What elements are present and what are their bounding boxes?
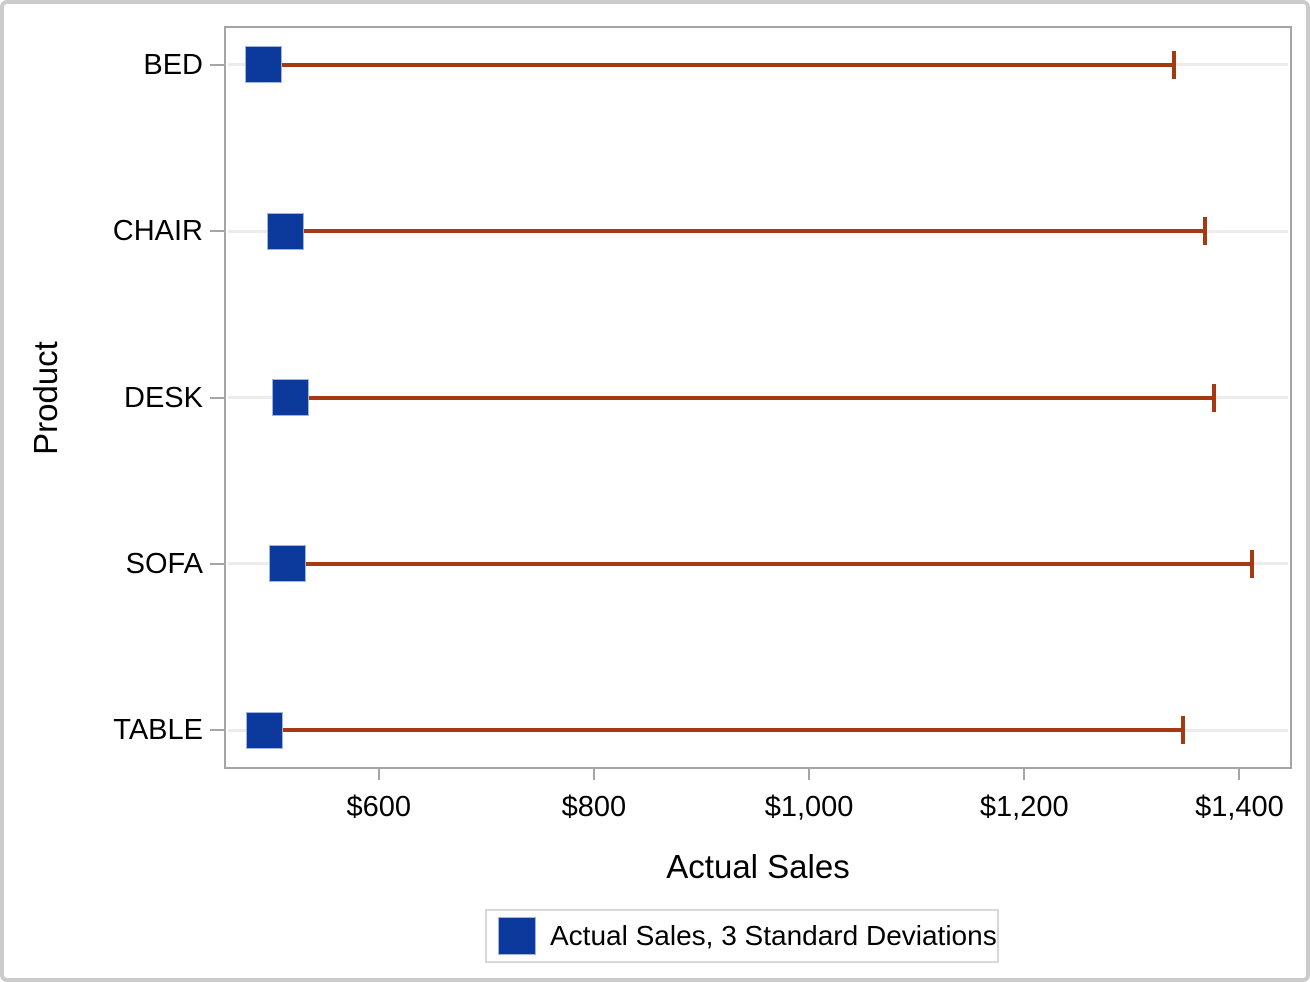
y-axis-tick-desk (210, 396, 226, 399)
y-axis-label-sofa: SOFA (125, 547, 203, 580)
data-point-marker-chair (266, 212, 304, 250)
y-axis-label-table: TABLE (113, 714, 203, 747)
x-axis-tick-1200 (1023, 767, 1026, 780)
error-bar-desk (290, 395, 1214, 400)
error-bar-table (264, 728, 1184, 733)
chart-canvas: Product Actual Sales Actual Sales, 3 Sta… (4, 4, 1306, 978)
data-point-marker-bed (245, 46, 283, 84)
y-axis-tick-table (210, 729, 226, 732)
error-bar-sofa (287, 561, 1253, 566)
x-axis-tick-label-1000: $1,000 (764, 791, 854, 823)
x-axis-tick-label-1400: $1,400 (1195, 791, 1284, 823)
legend-label: Actual Sales, 3 Standard Deviations (550, 920, 997, 951)
x-axis-tick-600 (377, 767, 380, 780)
error-bar-bed (263, 62, 1174, 67)
data-point-marker-table (246, 711, 284, 749)
error-bar-cap-desk (1211, 383, 1216, 412)
x-axis-tick-label-1200: $1,200 (979, 791, 1069, 823)
error-bar-cap-table (1181, 716, 1186, 745)
error-bar-cap-chair (1203, 217, 1207, 246)
x-axis-tick-800 (592, 767, 595, 780)
legend-marker-swatch-icon (498, 917, 536, 955)
legend: Actual Sales, 3 Standard Deviations (485, 909, 999, 963)
x-axis-tick-1000 (808, 767, 811, 780)
error-bar-chair (285, 229, 1205, 234)
data-point-marker-desk (272, 379, 310, 416)
y-axis-tick-bed (210, 63, 226, 66)
y-axis-tick-chair (210, 230, 226, 233)
x-axis-tick-label-800: $800 (561, 791, 627, 823)
error-bar-cap-bed (1171, 50, 1176, 79)
x-axis-tick-1400 (1238, 767, 1241, 780)
y-axis-label-chair: CHAIR (112, 215, 203, 248)
data-point-marker-sofa (268, 545, 306, 583)
y-axis-tick-sofa (210, 562, 226, 565)
y-axis-label-bed: BED (143, 48, 203, 81)
x-axis-title: Actual Sales (666, 848, 850, 885)
error-bar-cap-sofa (1250, 549, 1255, 578)
y-axis-label-desk: DESK (124, 381, 203, 414)
x-axis-tick-label-600: $600 (346, 791, 412, 823)
